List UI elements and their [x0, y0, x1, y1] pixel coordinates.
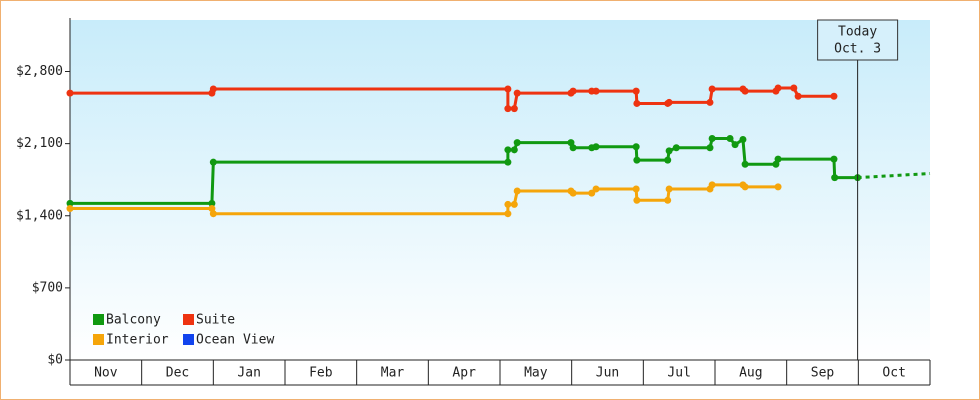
x-tick-label: Oct — [882, 366, 905, 381]
data-point — [504, 158, 512, 166]
legend-label: Balcony — [106, 313, 161, 328]
data-point — [66, 89, 74, 97]
data-point — [731, 141, 739, 149]
plot-area — [70, 20, 930, 360]
data-point — [569, 87, 577, 95]
x-tick-label: May — [524, 366, 548, 381]
data-point — [66, 205, 74, 213]
data-point — [831, 174, 839, 182]
data-point — [569, 189, 577, 197]
legend-swatch — [93, 314, 104, 325]
data-point — [708, 134, 716, 142]
data-point — [592, 143, 600, 151]
data-point — [209, 210, 217, 218]
data-point — [726, 134, 734, 142]
legend-label: Ocean View — [196, 333, 274, 348]
y-tick-label: $1,400 — [16, 208, 63, 223]
data-point — [510, 105, 518, 113]
legend-swatch — [183, 314, 194, 325]
data-point — [209, 85, 217, 93]
x-tick-label: Feb — [309, 366, 333, 381]
data-point — [774, 183, 782, 191]
data-point — [632, 143, 640, 151]
data-point — [208, 199, 216, 207]
data-point — [741, 160, 749, 168]
x-tick-label: Jan — [237, 366, 260, 381]
data-point — [510, 146, 518, 154]
data-point — [741, 183, 749, 191]
data-point — [513, 187, 521, 195]
x-tick-label: Jul — [667, 366, 690, 381]
data-point — [633, 156, 641, 164]
legend-swatch — [93, 334, 104, 345]
data-point — [672, 144, 680, 152]
x-tick-label: Sep — [811, 366, 835, 381]
data-point — [708, 181, 716, 189]
x-tick-label: Nov — [94, 366, 118, 381]
legend-label: Suite — [196, 313, 235, 328]
today-label: Oct. 3 — [834, 42, 881, 57]
y-tick-label: $2,800 — [16, 64, 63, 79]
data-point — [665, 147, 673, 155]
data-point — [504, 210, 512, 218]
today-box — [817, 19, 899, 61]
data-point — [592, 185, 600, 193]
x-tick-label: Dec — [166, 366, 189, 381]
data-point — [504, 105, 512, 113]
data-point — [706, 98, 714, 106]
data-point — [209, 158, 217, 166]
data-point — [504, 146, 512, 154]
legend-label: Interior — [106, 333, 169, 348]
data-point — [706, 144, 714, 152]
data-point — [632, 87, 640, 95]
legend-swatch — [183, 334, 194, 345]
data-point — [790, 84, 798, 92]
data-point — [633, 196, 641, 204]
data-point — [569, 144, 577, 152]
data-point — [830, 92, 838, 100]
data-point — [665, 98, 673, 106]
data-point — [774, 155, 782, 163]
data-point — [794, 92, 802, 100]
y-tick-label: $2,100 — [16, 136, 63, 151]
y-tick-label: $700 — [32, 280, 63, 295]
data-point — [513, 89, 521, 97]
data-point — [774, 84, 782, 92]
data-point — [66, 199, 74, 207]
data-point — [592, 87, 600, 95]
x-tick-label: Mar — [381, 366, 405, 381]
data-point — [504, 200, 512, 208]
data-point — [664, 156, 672, 164]
data-point — [513, 139, 521, 147]
data-point — [510, 200, 518, 208]
data-point — [665, 185, 673, 193]
x-tick-label: Jun — [596, 366, 619, 381]
data-point — [708, 85, 716, 93]
data-point — [632, 185, 640, 193]
today-label: Today — [838, 25, 877, 40]
x-tick-label: Aug — [739, 366, 762, 381]
data-point — [739, 136, 747, 144]
data-point — [664, 196, 672, 204]
x-tick-label: Apr — [452, 366, 476, 381]
y-tick-label: $0 — [47, 353, 63, 368]
data-point — [504, 85, 512, 93]
data-point — [830, 155, 838, 163]
data-point — [741, 87, 749, 95]
data-point — [633, 99, 641, 107]
